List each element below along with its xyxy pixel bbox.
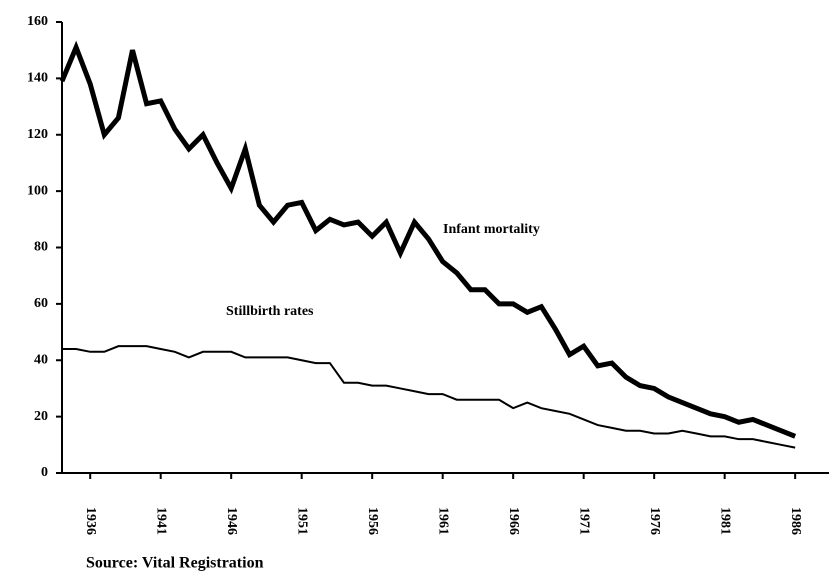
y-tick-label: 160: [27, 14, 48, 29]
y-tick-label: 140: [27, 71, 48, 86]
x-tick-label: 1971: [576, 507, 591, 535]
x-tick-label: 1976: [647, 507, 662, 535]
y-tick-label: 60: [34, 296, 48, 311]
y-tick-label: 20: [34, 409, 48, 424]
x-tick-label: 1936: [83, 507, 98, 535]
y-tick-label: 80: [34, 240, 48, 255]
x-tick-label: 1986: [788, 507, 803, 535]
x-tick-label: 1981: [717, 507, 732, 535]
series-label: Stillbirth rates: [226, 304, 314, 319]
source-note: Source: Vital Registration: [86, 555, 264, 572]
y-tick-label: 0: [41, 465, 48, 480]
x-tick-label: 1946: [224, 507, 239, 535]
y-tick-label: 100: [27, 183, 48, 198]
line-series: [62, 345, 796, 449]
x-tick-label: 1951: [294, 507, 309, 535]
x-tick-label: 1956: [365, 507, 380, 535]
x-tick-label: 1966: [506, 507, 521, 535]
y-tick-label: 40: [34, 352, 48, 367]
line-series: [59, 40, 797, 439]
x-tick-label: 1961: [435, 507, 450, 535]
x-tick-label: 1941: [153, 507, 168, 535]
series-label: Infant mortality: [443, 222, 540, 237]
y-tick-label: 120: [27, 127, 48, 142]
